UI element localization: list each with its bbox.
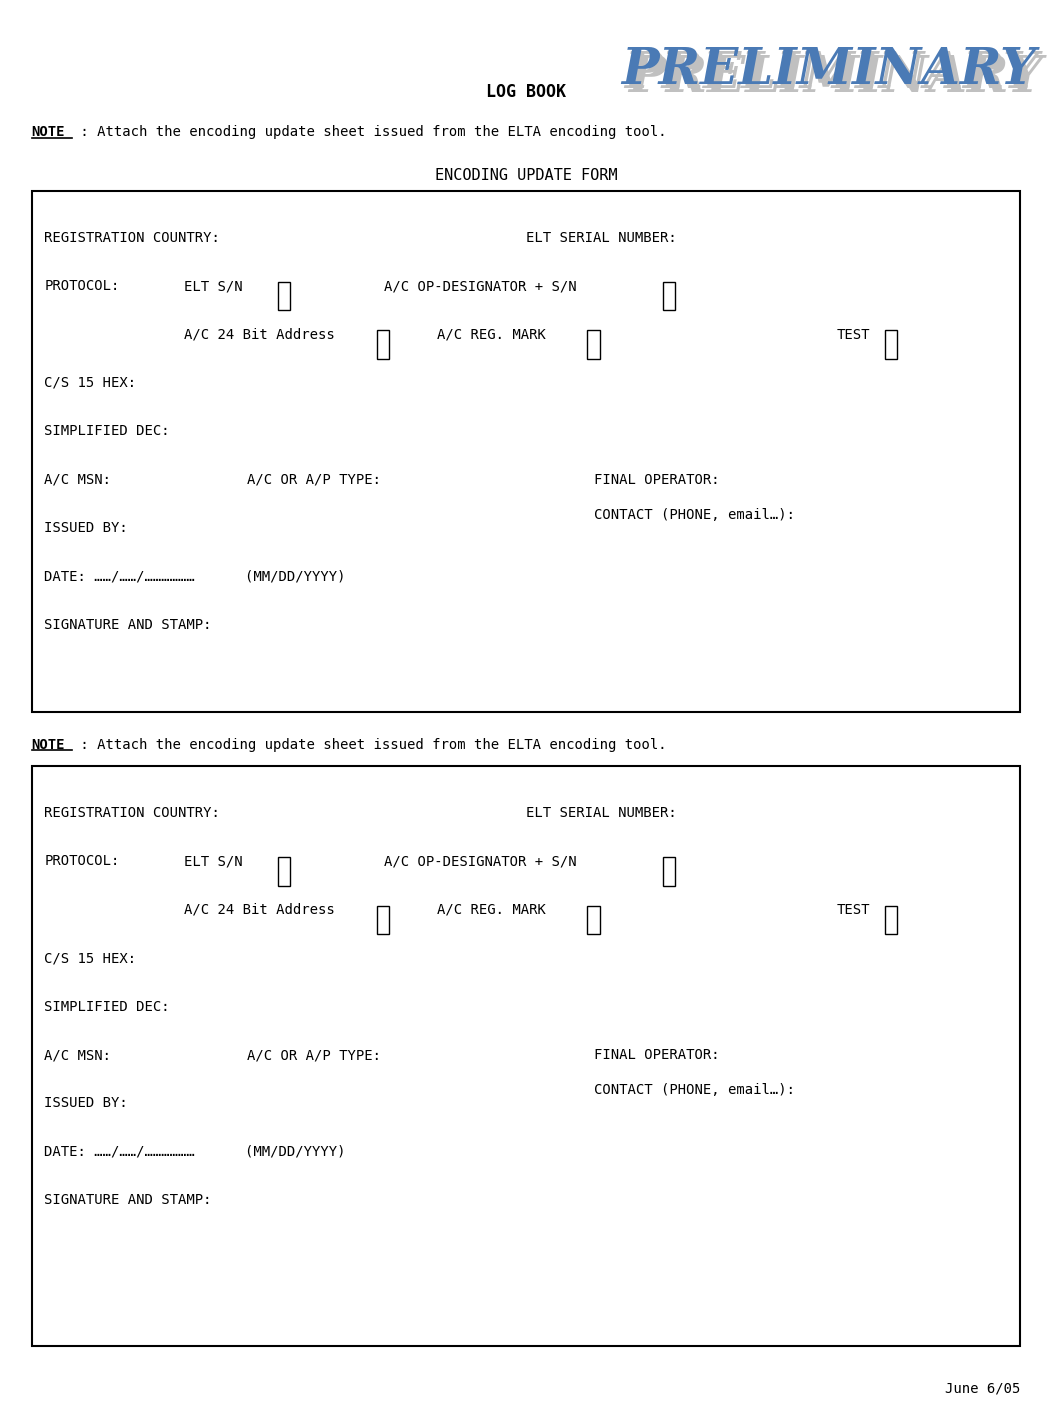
Text: C/S 15 HEX:: C/S 15 HEX: <box>44 951 137 965</box>
Text: LOG BOOK: LOG BOOK <box>486 83 566 101</box>
Bar <box>587 906 600 934</box>
Text: A/C 24 Bit Address: A/C 24 Bit Address <box>184 903 335 917</box>
Text: ELT S/N: ELT S/N <box>184 279 243 293</box>
Text: SIMPLIFIED DEC:: SIMPLIFIED DEC: <box>44 424 169 439</box>
Bar <box>377 906 389 934</box>
Text: DATE: ……/……/………………      (MM/DD/YYYY): DATE: ……/……/……………… (MM/DD/YYYY) <box>44 570 346 584</box>
Text: A/C MSN:: A/C MSN: <box>44 473 112 487</box>
Text: A/C MSN:: A/C MSN: <box>44 1048 112 1062</box>
Bar <box>278 857 290 886</box>
Text: : Attach the encoding update sheet issued from the ELTA encoding tool.: : Attach the encoding update sheet issue… <box>72 738 666 752</box>
Text: SIMPLIFIED DEC:: SIMPLIFIED DEC: <box>44 1000 169 1014</box>
Text: A/C REG. MARK: A/C REG. MARK <box>437 903 545 917</box>
Text: REGISTRATION COUNTRY:: REGISTRATION COUNTRY: <box>44 806 220 820</box>
Text: NOTE: NOTE <box>32 125 65 140</box>
Text: NOTE: NOTE <box>32 738 65 752</box>
Text: A/C REG. MARK: A/C REG. MARK <box>437 328 545 342</box>
Text: CONTACT (PHONE, email…):: CONTACT (PHONE, email…): <box>594 1082 795 1096</box>
Bar <box>663 282 675 310</box>
Text: TEST: TEST <box>836 903 870 917</box>
Text: SIGNATURE AND STAMP:: SIGNATURE AND STAMP: <box>44 618 211 632</box>
Text: A/C OR A/P TYPE:: A/C OR A/P TYPE: <box>247 473 381 487</box>
Bar <box>32 191 1020 712</box>
Text: PRELIMINARY: PRELIMINARY <box>628 54 1043 103</box>
Text: ISSUED BY:: ISSUED BY: <box>44 1096 128 1111</box>
Bar <box>663 857 675 886</box>
Text: A/C 24 Bit Address: A/C 24 Bit Address <box>184 328 335 342</box>
Text: PROTOCOL:: PROTOCOL: <box>44 854 120 869</box>
Bar <box>32 766 1020 1346</box>
Text: REGISTRATION COUNTRY:: REGISTRATION COUNTRY: <box>44 231 220 245</box>
Bar <box>885 906 897 934</box>
Bar <box>278 282 290 310</box>
Text: A/C OP-DESIGNATOR + S/N: A/C OP-DESIGNATOR + S/N <box>384 854 576 869</box>
Bar <box>377 330 389 359</box>
Text: C/S 15 HEX:: C/S 15 HEX: <box>44 376 137 390</box>
Text: TEST: TEST <box>836 328 870 342</box>
Text: PRELIMINARY: PRELIMINARY <box>622 46 1036 94</box>
Text: CONTACT (PHONE, email…):: CONTACT (PHONE, email…): <box>594 507 795 521</box>
Text: June 6/05: June 6/05 <box>945 1381 1020 1396</box>
Bar <box>587 330 600 359</box>
Text: ELT SERIAL NUMBER:: ELT SERIAL NUMBER: <box>526 231 676 245</box>
Text: ELT S/N: ELT S/N <box>184 854 243 869</box>
Text: A/C OP-DESIGNATOR + S/N: A/C OP-DESIGNATOR + S/N <box>384 279 576 293</box>
Text: ELT SERIAL NUMBER:: ELT SERIAL NUMBER: <box>526 806 676 820</box>
Text: FINAL OPERATOR:: FINAL OPERATOR: <box>594 473 720 487</box>
Text: FINAL OPERATOR:: FINAL OPERATOR: <box>594 1048 720 1062</box>
Bar <box>885 330 897 359</box>
Text: DATE: ……/……/………………      (MM/DD/YYYY): DATE: ……/……/……………… (MM/DD/YYYY) <box>44 1145 346 1159</box>
Text: PROTOCOL:: PROTOCOL: <box>44 279 120 293</box>
Text: ENCODING UPDATE FORM: ENCODING UPDATE FORM <box>434 168 618 184</box>
Text: : Attach the encoding update sheet issued from the ELTA encoding tool.: : Attach the encoding update sheet issue… <box>72 125 666 140</box>
Text: ISSUED BY:: ISSUED BY: <box>44 521 128 535</box>
Text: PRELIMINARY: PRELIMINARY <box>625 50 1039 98</box>
Text: SIGNATURE AND STAMP:: SIGNATURE AND STAMP: <box>44 1193 211 1208</box>
Text: A/C OR A/P TYPE:: A/C OR A/P TYPE: <box>247 1048 381 1062</box>
